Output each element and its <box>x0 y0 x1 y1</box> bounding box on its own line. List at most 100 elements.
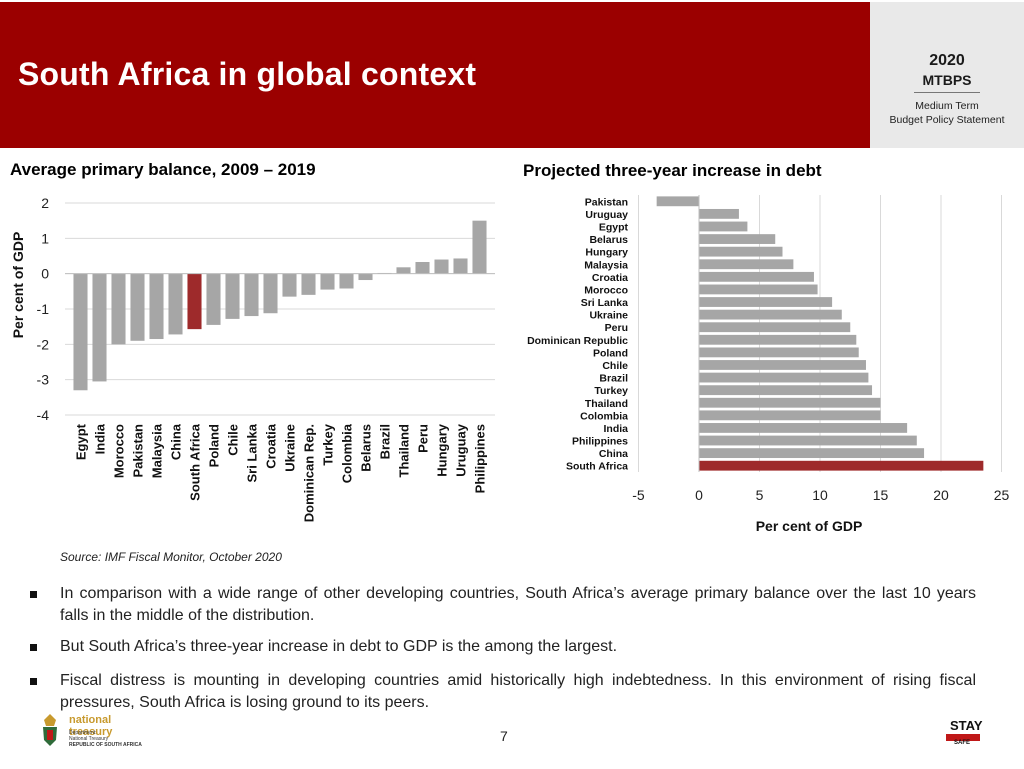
stay-logo-bar <box>946 734 980 741</box>
y-tick-label: Philippines <box>572 436 628 448</box>
x-tick-label: South Africa <box>188 423 203 501</box>
bullet-item: Fiscal distress is mounting in developin… <box>30 670 976 714</box>
bar-peru <box>415 262 430 274</box>
bar-egypt <box>699 221 748 232</box>
nt-name: national treasury <box>69 714 113 738</box>
x-tick-label: Colombia <box>340 423 355 483</box>
bar-chile <box>699 360 866 370</box>
x-tick-label: Philippines <box>473 424 488 493</box>
logo-name: MTBPS <box>922 72 972 88</box>
bullet-item: In comparison with a wide range of other… <box>30 583 976 627</box>
x-tick-label: Egypt <box>74 423 89 460</box>
bar-dominican-rep <box>301 273 316 295</box>
nt-line: National Treasury <box>69 736 109 742</box>
bar-philippines <box>699 435 917 446</box>
x-axis-label: Per cent of GDP <box>756 518 863 534</box>
logo-year: 2020 <box>929 52 965 69</box>
y-tick-label: 0 <box>41 266 49 282</box>
y-tick-label: Morocco <box>584 284 628 296</box>
stay-logo-safe: SAFE <box>954 740 971 746</box>
x-tick-label: Chile <box>226 424 241 456</box>
bar-india <box>92 273 107 382</box>
y-tick-label: Malaysia <box>584 259 628 271</box>
bar-pakistan <box>656 196 699 207</box>
bar-chile <box>225 273 240 319</box>
y-tick-label: Poland <box>593 347 628 359</box>
y-tick-label: Turkey <box>594 385 628 397</box>
x-tick-label: Sri Lanka <box>245 423 260 482</box>
bullet-text: Fiscal distress is mounting in developin… <box>60 672 976 711</box>
logo-subtitle-1: Medium Term <box>915 100 979 112</box>
page-number: 7 <box>500 728 508 744</box>
bar-south-africa <box>187 273 202 330</box>
x-tick-label: Uruguay <box>454 423 469 477</box>
bar-ukraine <box>699 309 842 320</box>
y-tick-label: 1 <box>41 230 49 246</box>
bar-egypt <box>73 273 88 391</box>
bar-china <box>168 273 183 335</box>
bar-india <box>699 423 908 433</box>
x-tick-label: 10 <box>812 487 828 503</box>
y-tick-label: Chile <box>602 360 628 372</box>
debt-increase-chart: -5 0 5 10 15 20 25 PakistanUruguayEgyptBelarusH… <box>527 195 1010 534</box>
bar-uruguay <box>453 258 468 274</box>
bar-china <box>699 448 925 459</box>
bar-sri-lanka <box>244 273 259 317</box>
bar-colombia <box>339 273 354 289</box>
bullet-marker-icon <box>30 678 37 685</box>
x-tick-label: 20 <box>933 487 949 503</box>
bar-turkey <box>699 385 873 396</box>
bar-turkey <box>320 273 335 290</box>
y-tick-label: Croatia <box>592 272 628 284</box>
y-tick-label: -3 <box>37 372 50 388</box>
bar-south-africa <box>699 460 984 471</box>
bar-croatia <box>699 271 814 282</box>
nt-line: Department: <box>69 730 97 736</box>
bar-poland <box>699 347 859 358</box>
logo-subtitle-2: Budget Policy Statement <box>889 114 1005 126</box>
y-tick-label: Dominican Republic <box>527 335 628 347</box>
y-tick-label: Hungary <box>585 247 628 259</box>
y-tick-label: Peru <box>605 322 628 334</box>
bar-hungary <box>699 246 783 257</box>
primary-balance-chart: 2 1 0 -1 -2 -3 -4 Egypt India Morocco Pakistan Mala… <box>10 195 495 522</box>
y-tick-label: Sri Lanka <box>581 297 628 309</box>
bar-thailand <box>396 267 411 274</box>
chart1-title: Average primary balance, 2009 – 2019 <box>10 160 316 179</box>
bar-belarus <box>358 273 373 281</box>
bar-sri-lanka <box>699 297 833 307</box>
bullet-marker-icon <box>30 591 37 598</box>
bar-malaysia <box>149 273 164 340</box>
x-tick-label: 25 <box>994 487 1010 503</box>
bullet-marker-icon <box>30 644 37 651</box>
bar-morocco <box>699 284 818 295</box>
x-tick-label: Peru <box>416 424 431 453</box>
y-tick-label: -1 <box>37 301 50 317</box>
bullet-text: In comparison with a wide range of other… <box>60 585 976 624</box>
x-tick-label: 0 <box>695 487 703 503</box>
bar-belarus <box>699 234 776 244</box>
stay-logo-mark: STAY <box>950 718 983 733</box>
source-note: Source: IMF Fiscal Monitor, October 2020 <box>60 550 282 564</box>
coat-of-arms-icon <box>43 714 57 746</box>
y-tick-label: Brazil <box>599 373 628 385</box>
bar-colombia <box>699 410 881 421</box>
chart2-title: Projected three-year increase in debt <box>523 161 822 180</box>
bar-peru <box>699 322 851 333</box>
logo-divider <box>914 92 980 93</box>
x-tick-label: Morocco <box>112 424 127 478</box>
x-tick-label: Thailand <box>397 424 412 478</box>
bullet-item: But South Africa’s three-year increase i… <box>30 636 976 658</box>
bar-morocco <box>111 273 126 345</box>
y-tick-label: -4 <box>37 407 50 423</box>
y-tick-label: Colombia <box>580 410 628 422</box>
bar-uruguay <box>699 208 739 219</box>
bar-poland <box>206 273 221 325</box>
stay-safe-logo: STAY SAFE <box>944 716 984 750</box>
y-tick-label: Belarus <box>589 234 628 246</box>
x-tick-label: Dominican Rep. <box>302 424 317 522</box>
x-tick-label: Pakistan <box>131 424 146 478</box>
y-tick-label: Pakistan <box>585 196 628 208</box>
bar-malaysia <box>699 259 794 270</box>
x-tick-label: India <box>93 423 108 454</box>
